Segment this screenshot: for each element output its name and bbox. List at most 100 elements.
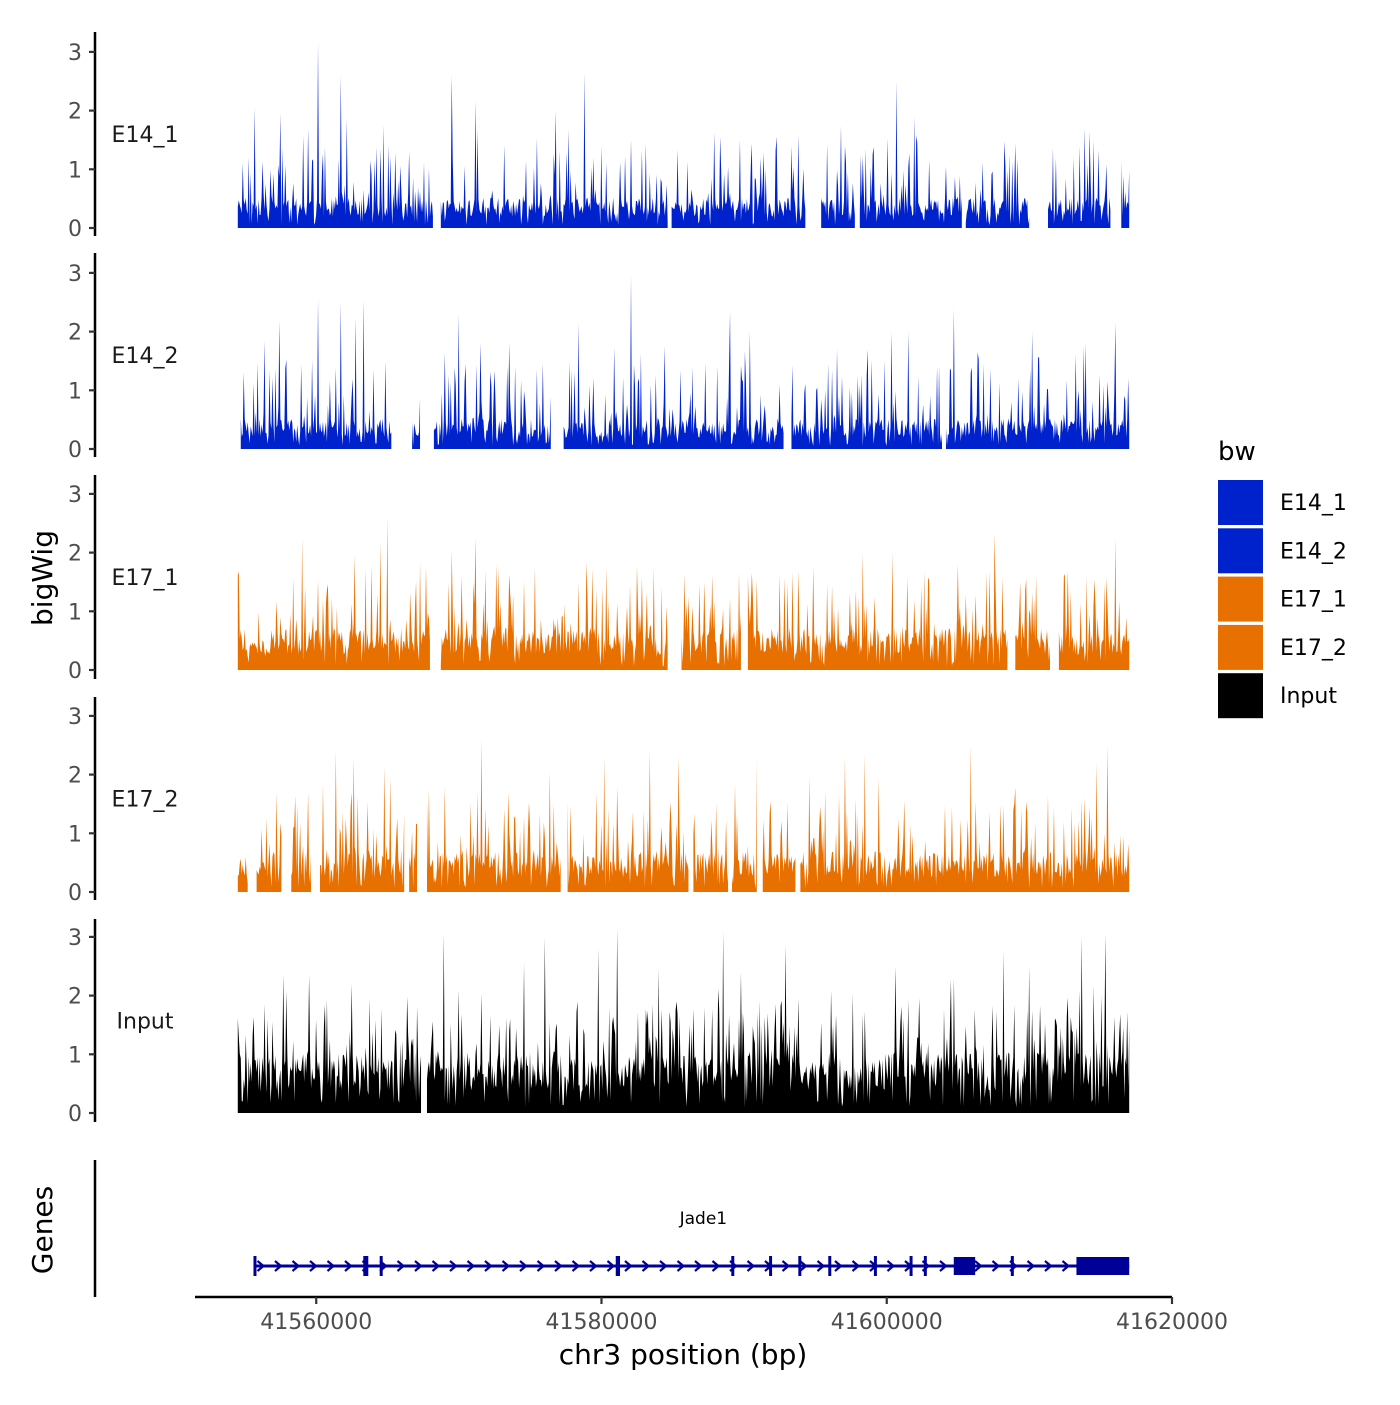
strand-arrow [711,1260,721,1272]
area-E14_2 [240,275,1130,449]
strand-arrow [659,1260,668,1272]
gene-exon [253,1256,257,1276]
track-Input: 0 1 2 3 Input [68,919,1130,1127]
x-tick-label: 41580000 [545,1310,657,1335]
strand-arrow [624,1260,633,1272]
track-E14_2: 0 1 2 3 E14_2 [68,253,1130,463]
legend-label-E17_1: E17_1 [1280,588,1347,613]
strand-arrow [816,1260,826,1272]
gene-exon [379,1256,383,1276]
strand-arrow [536,1260,546,1272]
y-tick-label: 2 [68,321,82,346]
y-tick-label: 0 [68,217,82,242]
gene-name-label: Jade1 [679,1209,728,1229]
gene-exon [615,1256,621,1276]
strand-arrow [991,1260,1001,1272]
area-E17_1 [237,517,1130,670]
y-tick-label: 0 [68,659,82,684]
x-tick-label: 41620000 [1116,1310,1228,1335]
strand-arrow [484,1260,493,1272]
gene-exon [923,1256,927,1276]
strand-arrow [414,1260,423,1272]
strand-arrow [1026,1260,1036,1272]
y-tick-label: 2 [68,985,82,1010]
gene-exon [828,1256,832,1276]
strand-arrow [466,1260,476,1272]
area-Input [237,928,1130,1113]
strand-arrow [886,1260,896,1272]
gene-exon [909,1256,913,1276]
strand-arrow [571,1260,581,1272]
strand-arrow [781,1260,791,1272]
track-label-E14_1: E14_1 [112,123,179,148]
strand-arrow [326,1260,336,1272]
strand-arrow [834,1260,843,1272]
genes-axis-title: Genes [26,1186,59,1274]
y-tick-label: 1 [68,158,82,183]
y-tick-label: 0 [68,1102,82,1127]
y-axis-title: bigWig [26,530,59,626]
y-tick-label: 1 [68,822,82,847]
y-tick-label: 1 [68,379,82,404]
legend-key-E17_2 [1218,624,1263,670]
legend-key-Input [1218,673,1263,719]
track-E17_2: 0 1 2 3 E17_2 [68,697,1130,906]
legend-key-E14_2 [1218,528,1263,574]
legend-key-E14_1 [1218,480,1263,525]
y-tick-label: 2 [68,542,82,567]
strand-arrow [274,1260,283,1272]
gene-exon [769,1256,773,1276]
legend-label-E14_2: E14_2 [1280,539,1347,564]
gene-exon [731,1256,735,1276]
track-label-Input: Input [117,1010,174,1035]
genes-panel: Jade1 [93,1160,1130,1297]
y-tick-label: 0 [68,438,82,463]
x-axis: 41560000 41580000 41600000 41620000 [195,1295,1228,1335]
gene-exon [873,1256,877,1276]
strand-arrow [344,1260,353,1272]
strand-arrow [606,1260,616,1272]
y-tick-label: 3 [68,483,82,508]
strand-arrow [1044,1260,1053,1272]
area-E17_2 [237,739,1130,892]
y-tick-label: 3 [68,262,82,287]
y-tick-label: 1 [68,1043,82,1068]
strand-arrow [256,1260,266,1272]
x-tick-label: 41560000 [260,1310,372,1335]
y-tick-label: 3 [68,926,82,951]
legend-title: bw [1218,437,1256,467]
y-tick-label: 3 [68,705,82,730]
strand-arrow [1061,1260,1071,1272]
strand-arrow [519,1260,528,1272]
track-E17_1: 0 1 2 3 E17_1 [68,475,1130,684]
x-axis-title: chr3 position (bp) [559,1338,808,1371]
legend: bw E14_1 E14_2 E17_1 E17_2 Input [1218,437,1347,719]
y-tick-label: 2 [68,764,82,789]
strand-arrow [309,1260,318,1272]
area-E14_1 [237,43,1130,229]
strand-arrow [589,1260,598,1272]
strand-arrow [974,1260,983,1272]
y-tick-label: 3 [68,41,82,66]
strand-arrow [431,1260,441,1272]
y-tick-label: 1 [68,600,82,625]
gene-exon [363,1256,369,1276]
legend-label-E17_2: E17_2 [1280,636,1347,661]
strand-arrow [449,1260,458,1272]
strand-arrow [554,1260,563,1272]
gene-exon [798,1256,802,1276]
strand-arrow [676,1260,686,1272]
gene-exon [953,1257,976,1275]
strand-arrow [641,1260,651,1272]
strand-arrow [694,1260,703,1272]
legend-label-E14_1: E14_1 [1280,491,1347,516]
track-E14_1: 0 1 2 3 E14_1 [68,32,1130,242]
track-label-E17_1: E17_1 [112,566,179,591]
strand-arrow [851,1260,861,1272]
strand-arrow [396,1260,406,1272]
legend-label-Input: Input [1280,684,1337,709]
x-tick-label: 41600000 [831,1310,943,1335]
strand-arrow [799,1260,808,1272]
